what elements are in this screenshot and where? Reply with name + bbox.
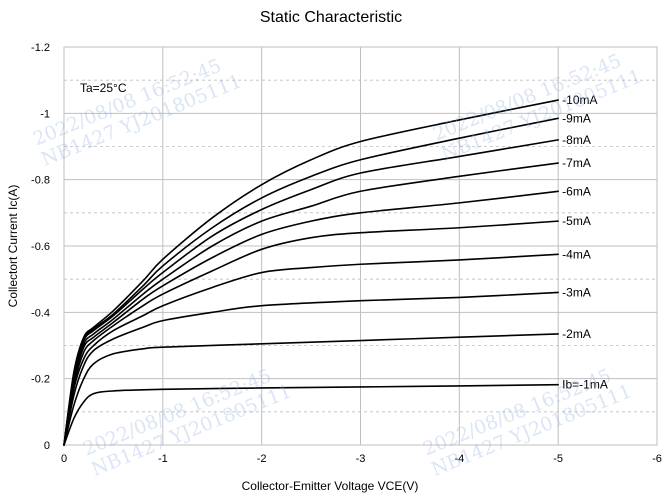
x-tick-label: -1 [158,453,168,465]
series-line [63,190,559,446]
series-line [63,117,559,446]
x-tick-label: -3 [356,453,366,465]
y-tick-label: -1.2 [31,42,50,54]
series-label: -6mA [562,184,591,198]
y-tick-label: -0.4 [31,307,50,319]
series-line [63,333,559,446]
series-line [63,99,559,446]
chart-title: Static Characteristic [260,9,402,26]
x-tick-label: -6 [652,453,662,465]
series-line [63,162,559,446]
axis-ticks: 0 -1 -2 -3 -4 -5 -6 0 -0.2 -0.4 -0.6 -0.8 -1 -1.2 [31,42,662,465]
y-tick-label: -0.8 [31,175,50,187]
series-label: -7mA [562,156,591,170]
series-label: -2mA [562,327,591,341]
y-tick-label: -0.6 [31,241,50,253]
series-label: -3mA [562,285,591,299]
y-axis-label: Collectort Current Ic(A) [6,185,20,308]
x-tick-label: -4 [454,453,464,465]
series-label: -4mA [562,247,591,261]
x-tick-label: -2 [257,453,267,465]
series-line [63,291,559,446]
x-tick-label: -5 [553,453,563,465]
series-label: -10mA [562,93,597,107]
series-label: -8mA [562,133,591,147]
series-line [63,139,559,446]
series-line [63,383,559,446]
y-tick-label: 0 [44,440,50,452]
series-label: -9mA [562,111,591,125]
series-label: -5mA [562,214,591,228]
plot-frame [63,46,658,446]
y-tick-label: -0.2 [31,374,50,386]
x-axis-label: Collector-Emitter Voltage VCE(V) [242,479,419,493]
temperature-annotation: Ta=25°C [80,81,127,95]
series-lines [63,99,559,446]
series-label: Ib=-1mA [562,378,608,392]
series-line [63,253,559,446]
series-line [63,220,559,446]
y-tick-label: -1 [40,108,50,120]
grid [63,46,658,446]
x-tick-label: 0 [61,453,67,465]
series-labels: Ib=-1mA -2mA -3mA -4mA -5mA -6mA -7mA -8mA -9mA -… [562,93,608,392]
